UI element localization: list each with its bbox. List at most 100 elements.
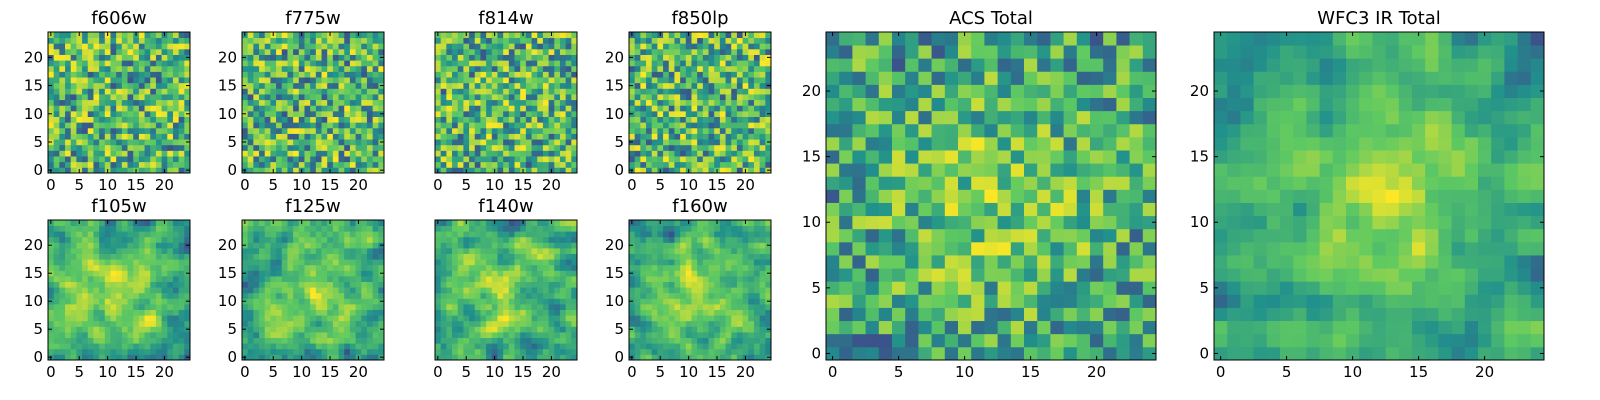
heatmap-cell <box>87 71 94 78</box>
heatmap-cell <box>338 60 345 67</box>
heatmap-cell <box>497 287 504 294</box>
heatmap-cell <box>304 150 311 157</box>
heatmap-cell <box>121 48 128 55</box>
heatmap-cell <box>150 139 157 146</box>
heatmap-cell <box>559 37 567 44</box>
heatmap-cell <box>651 110 658 117</box>
heatmap-cell <box>503 43 510 50</box>
heatmap-cell <box>184 337 191 344</box>
heatmap-cell <box>702 150 709 157</box>
heatmap-cell <box>247 144 254 151</box>
heatmap-cell <box>99 37 106 44</box>
heatmap-cell <box>559 167 567 174</box>
heatmap-cell <box>281 281 288 288</box>
heatmap-cell <box>708 264 715 271</box>
heatmap-cell <box>697 161 704 168</box>
heatmap-cell <box>127 264 134 271</box>
x-tick-label: 0 <box>46 176 56 194</box>
heatmap-cell <box>242 60 249 67</box>
heatmap-cell <box>53 264 60 271</box>
heatmap-cell <box>253 281 260 288</box>
heatmap-cell <box>697 127 704 134</box>
heatmap-cell <box>497 60 504 67</box>
heatmap-cell <box>104 287 111 294</box>
heatmap-cell <box>503 161 510 168</box>
heatmap-cell <box>514 150 521 157</box>
heatmap-cell <box>82 127 89 134</box>
heatmap-cell <box>259 37 266 44</box>
heatmap-cell <box>651 337 658 344</box>
heatmap-cell <box>104 71 111 78</box>
panel-title: f140w <box>478 196 533 217</box>
heatmap-cell <box>116 354 123 361</box>
heatmap-cell <box>178 281 185 288</box>
heatmap-cell <box>155 116 162 123</box>
heatmap-cell <box>748 105 755 112</box>
heatmap-cell <box>59 343 66 350</box>
heatmap-cell <box>332 127 339 134</box>
heatmap-cell <box>110 133 117 140</box>
heatmap-cell <box>293 320 300 327</box>
heatmap-cell <box>110 287 117 294</box>
heatmap-cell <box>366 150 374 157</box>
heatmap-cell <box>355 287 362 294</box>
heatmap-cell <box>99 236 106 243</box>
heatmap-cell <box>138 337 145 344</box>
heatmap-cell <box>503 77 510 84</box>
heatmap-cell <box>463 231 470 238</box>
heatmap-cell <box>82 225 89 232</box>
heatmap-cell <box>150 236 157 243</box>
heatmap-cell <box>463 65 470 72</box>
heatmap-cell <box>685 105 692 112</box>
heatmap-cell <box>531 150 538 157</box>
heatmap-cell <box>144 348 151 355</box>
heatmap-cell <box>474 287 481 294</box>
heatmap-cell <box>304 133 311 140</box>
heatmap-cell <box>548 309 555 316</box>
heatmap-cell <box>87 343 94 350</box>
heatmap-cell <box>685 161 692 168</box>
heatmap-cell <box>293 133 300 140</box>
heatmap-cell <box>116 65 123 72</box>
heatmap-cell <box>463 116 470 123</box>
heatmap-cell <box>315 298 322 305</box>
heatmap-cell <box>304 220 311 226</box>
heatmap-cell <box>435 43 442 50</box>
heatmap-cell <box>184 144 191 151</box>
heatmap-cell <box>349 99 356 106</box>
heatmap-cell <box>736 127 743 134</box>
heatmap-cell <box>657 94 664 101</box>
heatmap-cell <box>480 287 487 294</box>
heatmap-cell <box>452 94 459 101</box>
heatmap-cell <box>59 276 66 282</box>
heatmap-cell <box>110 348 117 355</box>
heatmap-cell <box>742 309 749 316</box>
heatmap-cell <box>748 116 755 123</box>
heatmap-cell <box>259 105 266 112</box>
heatmap-cell <box>281 77 288 84</box>
heatmap-cell <box>372 88 379 95</box>
heatmap-cell <box>59 65 66 72</box>
heatmap-cell <box>736 144 743 151</box>
heatmap-cell <box>474 354 481 361</box>
heatmap-cell <box>646 150 653 157</box>
heatmap-cell <box>440 48 447 55</box>
heatmap-cell <box>640 281 647 288</box>
heatmap-cell <box>242 37 249 44</box>
heatmap-cell <box>82 248 89 254</box>
heatmap-cell <box>87 94 94 101</box>
heatmap-cell <box>87 37 94 44</box>
heatmap-cell <box>685 99 692 106</box>
heatmap-cell <box>725 71 732 78</box>
heatmap-cell <box>736 264 743 271</box>
heatmap-cell <box>93 236 100 243</box>
heatmap-cell <box>691 54 698 61</box>
heatmap-cell <box>753 270 761 277</box>
heatmap-cell <box>748 127 755 134</box>
heatmap-cell <box>259 298 266 305</box>
heatmap-cell <box>65 270 72 277</box>
heatmap-cell <box>668 77 675 84</box>
heatmap-cell <box>697 94 704 101</box>
heatmap-cell <box>497 82 504 89</box>
heatmap-cell <box>167 71 174 78</box>
